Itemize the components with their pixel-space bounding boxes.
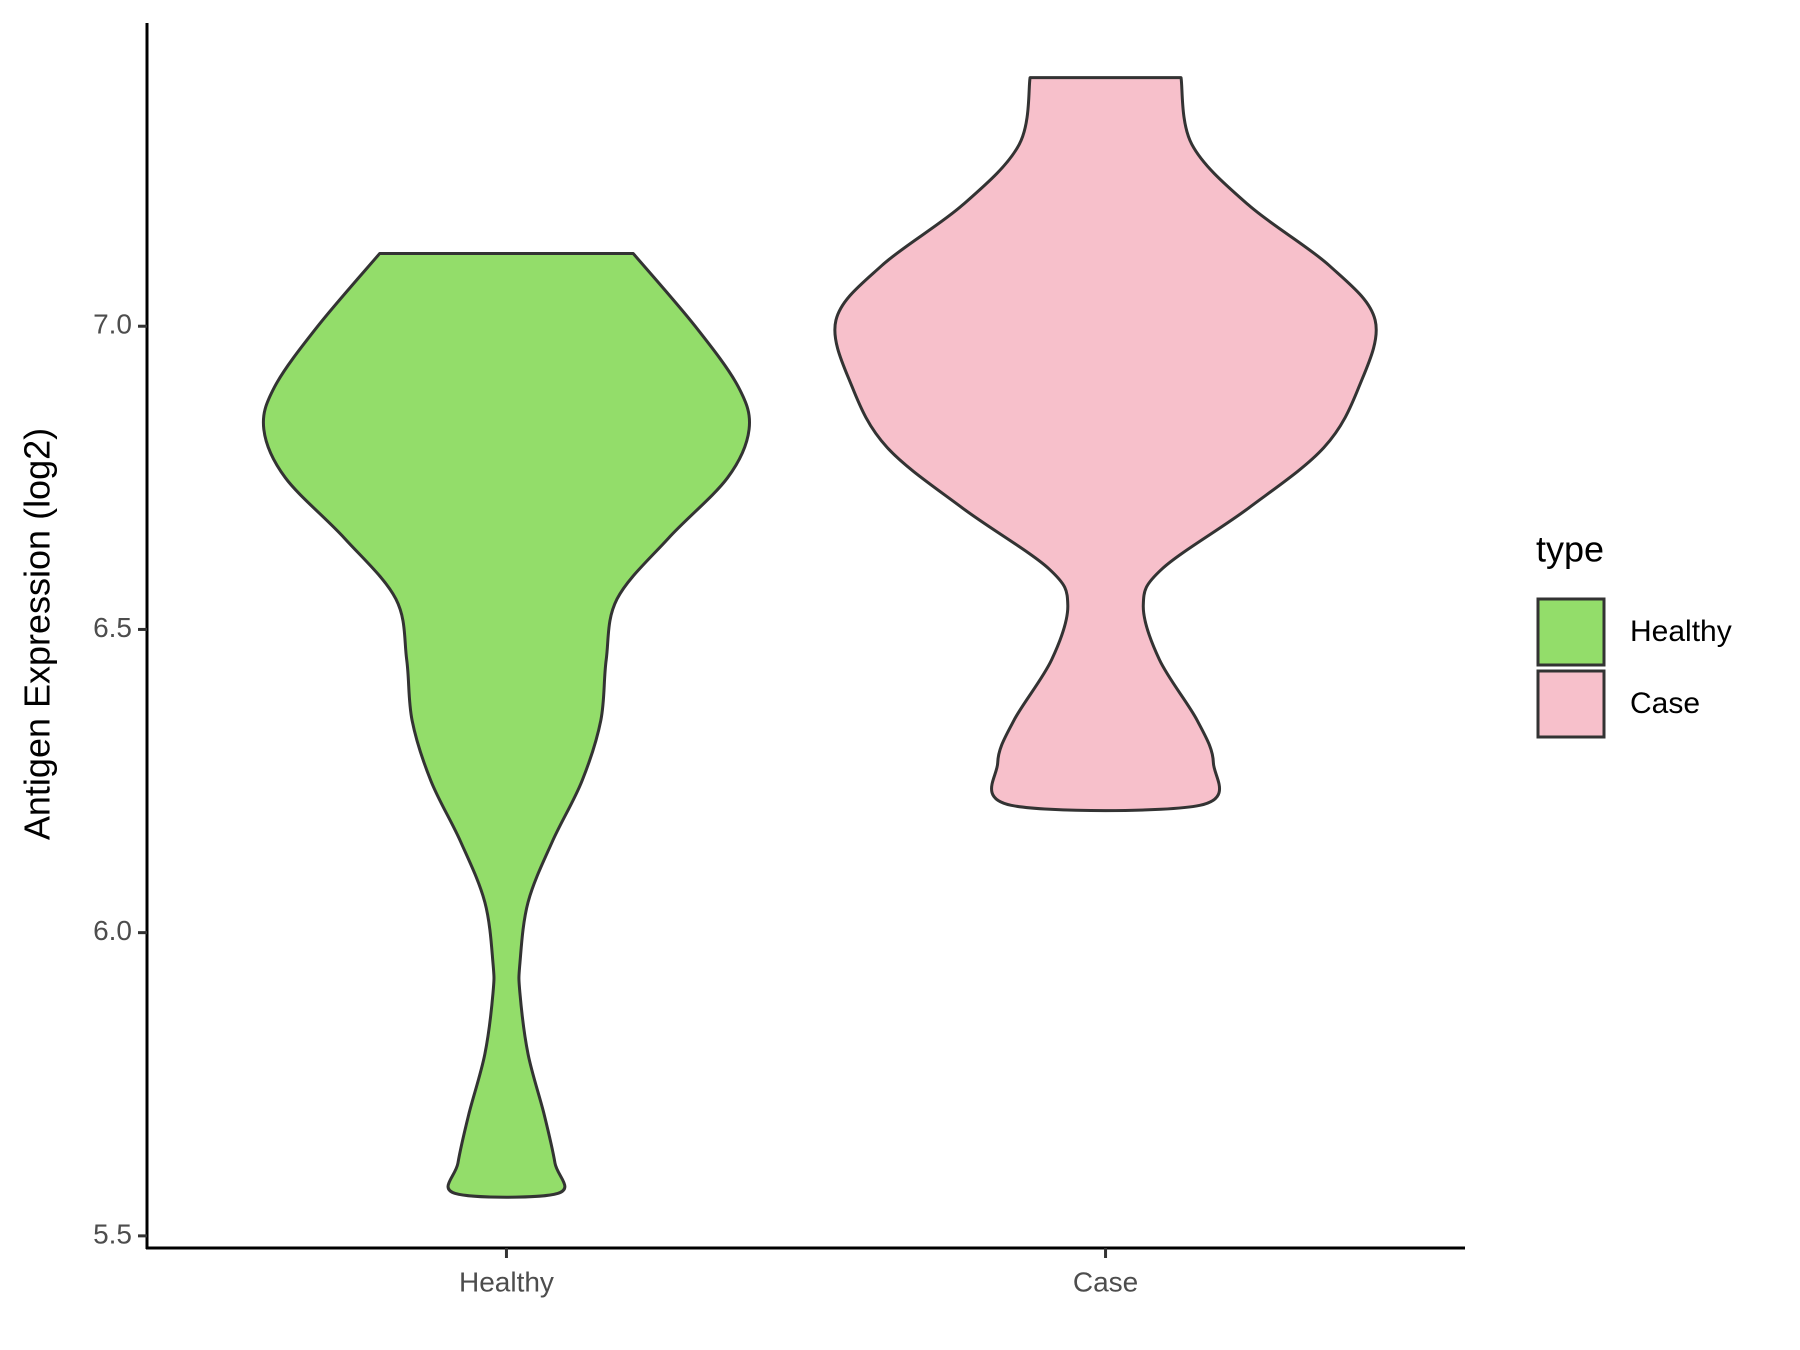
legend-label: Healthy (1630, 615, 1732, 648)
legend-title: type (1536, 529, 1604, 570)
x-tick-label: Healthy (459, 1266, 554, 1297)
y-tick-label: 6.0 (93, 915, 132, 946)
y-tick-label: 5.5 (93, 1218, 132, 1249)
y-tick-label: 6.5 (93, 612, 132, 643)
legend-key (1536, 597, 1606, 667)
violin (833, 76, 1378, 813)
y-axis-title: Antigen Expression (log2) (17, 428, 58, 840)
y-tick-label: 7.0 (93, 309, 132, 340)
legend-label: Case (1630, 687, 1700, 720)
x-tick-label: Case (1073, 1266, 1138, 1297)
legend-key (1536, 669, 1606, 739)
violin (261, 251, 752, 1199)
